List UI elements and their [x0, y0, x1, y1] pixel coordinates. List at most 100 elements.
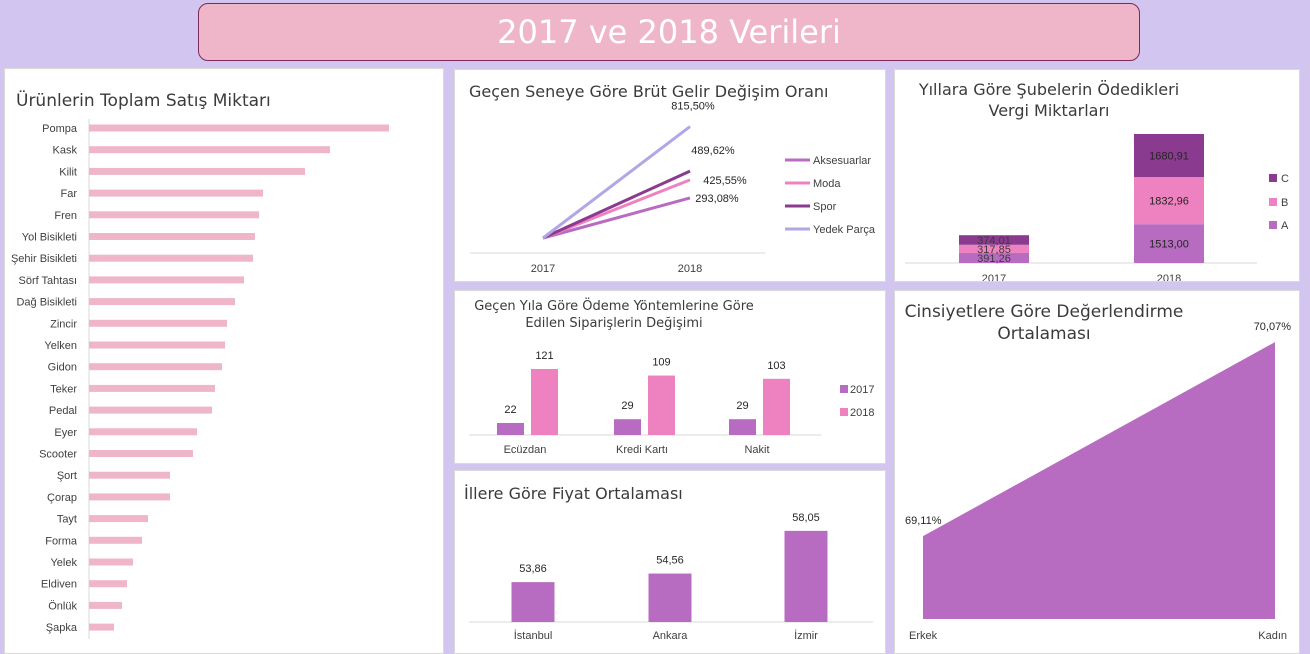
legend-label: 2017	[850, 384, 874, 396]
bar-3	[784, 530, 828, 622]
data-label: 29	[736, 400, 748, 412]
product-sales-chart: Pompa Kask Kilit Far Fren Yol Bisikleti Şehir …	[11, 119, 389, 639]
bar-2	[89, 146, 330, 154]
stacked-bar-C	[1134, 134, 1204, 178]
series-line-1	[542, 196, 691, 240]
category-label: Dağ Bisikleti	[16, 297, 77, 309]
bar-15	[89, 428, 197, 436]
data-label: 69,11%	[905, 515, 942, 527]
branch-tax-title: Yıllara Göre Şubelerin Ödedikleri Vergi …	[918, 80, 1180, 120]
stacked-bar-C	[959, 235, 1029, 245]
data-label: 425,55%	[703, 175, 747, 187]
category-label: Teker	[50, 383, 77, 395]
category-label: Sörf Tahtası	[19, 275, 78, 287]
bar-2017	[729, 419, 756, 435]
bar-7	[89, 254, 253, 262]
bar-12	[89, 363, 222, 371]
gross-income-panel[interactable]: Geçen Seneye Göre Brüt Gelir Değişim Ora…	[454, 69, 886, 282]
bar-9	[89, 298, 235, 306]
bar-16	[89, 450, 193, 457]
legend-swatch	[1269, 198, 1277, 206]
x-tick-label: 2018	[1157, 273, 1181, 282]
bar-2018	[648, 375, 675, 435]
gender-rating-title: Cinsiyetlere Göre Değerlendirme Ortalama…	[904, 302, 1184, 345]
bar-2018	[531, 369, 558, 435]
legend-swatch	[840, 385, 848, 393]
bar-17	[89, 471, 170, 479]
stacked-bar-A	[959, 252, 1029, 263]
gender-rating-chart: 69,11% 70,07% Erkek Kadın	[905, 321, 1292, 642]
series-line-3	[542, 169, 691, 240]
data-label: 70,07%	[1254, 321, 1292, 333]
legend-label: Moda	[813, 178, 841, 190]
payment-methods-title: Geçen Yıla Göre Ödeme Yöntemlerine Göre …	[474, 299, 754, 331]
data-label: 53,86	[519, 563, 547, 575]
x-tick-label: Ecüzdan	[504, 444, 547, 456]
legend-label: Spor	[813, 201, 837, 213]
category-label: Eyer	[54, 427, 77, 439]
bar-2017	[497, 423, 524, 435]
bar-14	[89, 406, 212, 414]
category-label: Pedal	[49, 405, 77, 417]
category-label: Tayt	[57, 514, 77, 526]
payment-methods-panel[interactable]: Geçen Yıla Göre Ödeme Yöntemlerine Göre …	[454, 290, 886, 464]
category-label: Yol Bisikleti	[22, 232, 77, 244]
x-tick-label: Kredi Kartı	[616, 444, 668, 456]
legend-label: Yedek Parça	[813, 224, 876, 236]
bar-5	[89, 211, 259, 219]
bar-24	[89, 623, 114, 631]
gross-income-chart: 2017 2018 293,08% Aksesuarlar 425,55% Moda 489…	[470, 101, 876, 275]
payment-methods-chart: 22 121 Ecüzdan 29 109 Kredi Kartı 29 103 Nakit 20…	[469, 350, 874, 456]
x-tick-label: Erkek	[909, 630, 938, 642]
gross-income-title: Geçen Seneye Göre Brüt Gelir Değişim Ora…	[469, 82, 829, 101]
data-label: 121	[535, 350, 553, 362]
bar-21	[89, 558, 133, 566]
data-label: 29	[621, 400, 633, 412]
bar-18	[89, 493, 170, 501]
legend-label: C	[1281, 173, 1289, 185]
dashboard-banner: 2017 ve 2018 Verileri	[198, 3, 1140, 61]
category-label: Yelken	[44, 340, 77, 352]
legend-label: Aksesuarlar	[813, 155, 871, 167]
dashboard-title: 2017 ve 2018 Verileri	[497, 13, 841, 51]
bar-2	[648, 573, 692, 622]
category-label: Şort	[57, 470, 77, 482]
bar-10	[89, 319, 227, 327]
x-tick-label: İstanbul	[514, 629, 553, 642]
data-label: 54,56	[656, 555, 684, 567]
category-label: Kask	[53, 145, 78, 157]
category-label: Far	[61, 188, 78, 200]
data-label: 391,26	[977, 253, 1011, 265]
data-label: 22	[504, 404, 516, 416]
x-tick-label: İzmir	[794, 629, 818, 642]
data-label: 489,62%	[691, 145, 735, 157]
x-tick-label: 2018	[678, 263, 702, 275]
data-label: 374,01	[977, 235, 1011, 247]
data-label: 1513,00	[1149, 239, 1189, 251]
series-line-4	[542, 125, 691, 240]
x-tick-label: 2017	[531, 263, 555, 275]
stacked-bar-B	[959, 244, 1029, 253]
bar-11	[89, 341, 225, 349]
category-label: Çorap	[47, 492, 77, 504]
bar-23	[89, 601, 122, 609]
city-price-panel[interactable]: İllere Göre Fiyat Ortalaması 53,86 İstanb…	[454, 470, 886, 654]
data-label: 109	[652, 357, 670, 369]
category-label: Fren	[54, 210, 77, 222]
bar-1	[511, 582, 555, 622]
branch-tax-panel[interactable]: Yıllara Göre Şubelerin Ödedikleri Vergi …	[894, 69, 1300, 282]
city-price-title: İllere Göre Fiyat Ortalaması	[464, 484, 683, 503]
category-label: Yelek	[50, 557, 77, 569]
bar-2018	[763, 378, 790, 435]
category-label: Eldiven	[41, 579, 77, 591]
category-label: Pompa	[42, 123, 78, 135]
area-fill	[923, 342, 1275, 619]
product-sales-panel[interactable]: Ürünlerin Toplam Satış Miktarı Pompa Kask…	[4, 68, 444, 654]
city-price-chart: 53,86 İstanbul 54,56 Ankara 58,05 İzmir	[469, 512, 873, 642]
bar-8	[89, 276, 244, 284]
legend-label: A	[1281, 220, 1289, 232]
gender-rating-panel[interactable]: Cinsiyetlere Göre Değerlendirme Ortalama…	[894, 290, 1300, 654]
bar-6	[89, 233, 255, 240]
x-tick-label: Ankara	[653, 630, 689, 642]
